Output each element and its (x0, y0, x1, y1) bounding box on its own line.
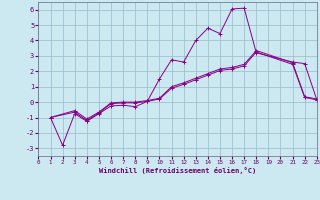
X-axis label: Windchill (Refroidissement éolien,°C): Windchill (Refroidissement éolien,°C) (99, 167, 256, 174)
